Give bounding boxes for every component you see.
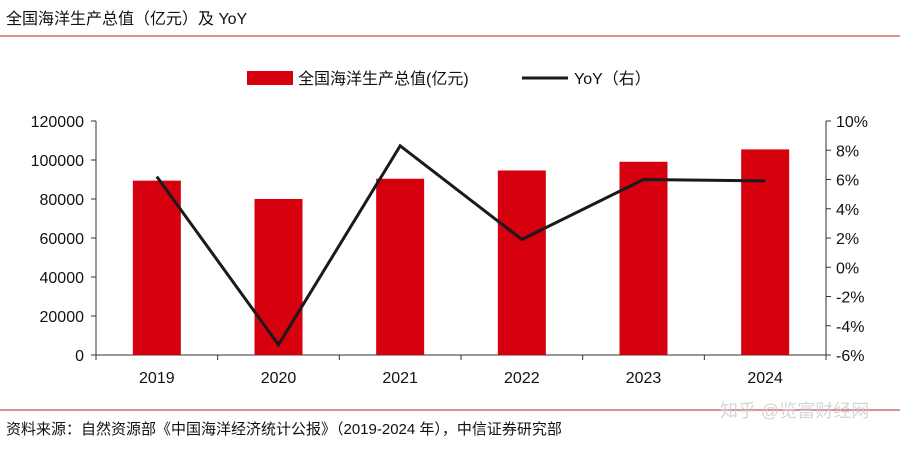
- right-tick-label: 6%: [836, 173, 859, 190]
- legend: 全国海洋生产总值(亿元) YoY（右）: [247, 70, 651, 88]
- legend-bar-label: 全国海洋生产总值(亿元): [298, 70, 469, 88]
- right-tick-label: -2%: [836, 290, 864, 307]
- right-tick-label: 8%: [836, 143, 859, 160]
- right-tick-label: 0%: [836, 260, 859, 277]
- right-tick-label: 10%: [836, 114, 868, 131]
- bar-2022: [498, 170, 546, 355]
- left-tick-label: 20000: [40, 309, 85, 326]
- x-tick-label: 2022: [504, 370, 540, 387]
- x-tick-label: 2021: [382, 370, 418, 387]
- right-tick-label: -4%: [836, 319, 864, 336]
- right-tick-label: 4%: [836, 202, 859, 219]
- left-tick-label: 120000: [31, 114, 84, 131]
- bar-2020: [255, 199, 303, 355]
- legend-bar-swatch: [247, 71, 293, 85]
- bar-2019: [133, 181, 181, 355]
- left-tick-label: 0: [75, 348, 84, 365]
- left-tick-label: 40000: [40, 270, 85, 287]
- left-tick-label: 80000: [40, 192, 85, 209]
- source-note: 资料来源：自然资源部《中国海洋经济统计公报》（2019-2024 年），中信证券…: [6, 421, 562, 438]
- x-tick-label: 2019: [139, 370, 175, 387]
- bar-2021: [376, 179, 424, 355]
- watermark: 知乎 @览富财经网: [720, 401, 869, 421]
- right-tick-label: 2%: [836, 231, 859, 248]
- chart-title: 全国海洋生产总值（亿元）及 YoY: [6, 10, 248, 28]
- left-tick-label: 60000: [40, 231, 85, 248]
- x-tick-label: 2024: [747, 370, 783, 387]
- left-tick-label: 100000: [31, 153, 84, 170]
- x-tick-label: 2020: [261, 370, 297, 387]
- bar-2023: [620, 162, 668, 355]
- legend-line-label: YoY（右）: [574, 70, 651, 88]
- right-tick-label: -6%: [836, 348, 864, 365]
- yoy-line: [157, 146, 765, 345]
- x-tick-label: 2023: [626, 370, 662, 387]
